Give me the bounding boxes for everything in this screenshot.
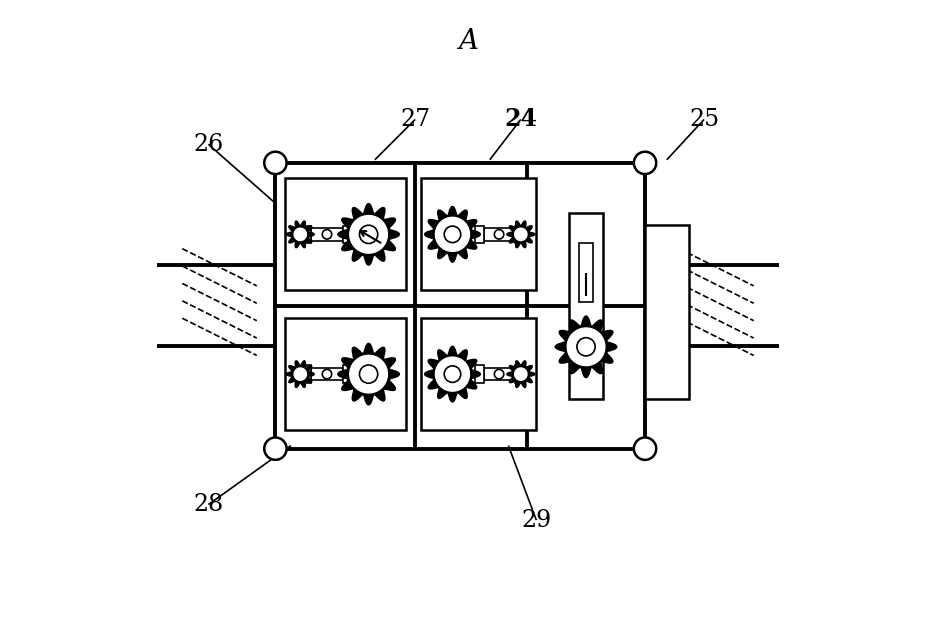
Polygon shape (425, 207, 480, 262)
Text: 24: 24 (505, 107, 537, 132)
Bar (569, 213, 603, 399)
Circle shape (322, 230, 331, 239)
Bar (475, 366, 484, 383)
Circle shape (322, 369, 331, 379)
Polygon shape (506, 361, 534, 388)
Text: 26: 26 (193, 133, 224, 156)
Polygon shape (338, 343, 400, 405)
Bar (645, 225, 689, 399)
Polygon shape (435, 217, 470, 251)
Circle shape (359, 365, 378, 383)
Polygon shape (425, 346, 480, 402)
Bar (312, 368, 343, 381)
Circle shape (445, 366, 461, 383)
Bar (578, 243, 593, 302)
Polygon shape (515, 368, 527, 380)
Polygon shape (567, 328, 605, 366)
Polygon shape (515, 228, 527, 240)
Bar (285, 178, 406, 290)
Bar (484, 228, 515, 241)
Circle shape (634, 437, 656, 460)
Polygon shape (555, 316, 617, 378)
Polygon shape (350, 215, 388, 253)
Text: 28: 28 (193, 493, 224, 516)
Polygon shape (338, 203, 400, 265)
Polygon shape (294, 368, 306, 380)
Circle shape (264, 437, 286, 460)
Polygon shape (435, 357, 470, 391)
Bar (343, 366, 351, 383)
Polygon shape (350, 355, 388, 393)
Bar (302, 366, 312, 383)
Polygon shape (506, 221, 534, 248)
Bar (302, 226, 312, 243)
Circle shape (494, 369, 504, 379)
Bar (475, 226, 484, 243)
Bar (515, 366, 523, 383)
Bar (421, 178, 536, 290)
Bar (275, 163, 645, 449)
Circle shape (445, 226, 461, 243)
Circle shape (494, 230, 504, 239)
Bar (312, 228, 343, 241)
Text: A: A (458, 28, 478, 56)
Circle shape (634, 152, 656, 174)
Circle shape (264, 152, 286, 174)
Bar (421, 318, 536, 430)
Text: 29: 29 (521, 509, 551, 532)
Polygon shape (294, 228, 306, 240)
Circle shape (359, 225, 378, 243)
Polygon shape (286, 361, 314, 388)
Text: 27: 27 (400, 108, 431, 131)
Text: 25: 25 (689, 108, 719, 131)
Polygon shape (286, 221, 314, 248)
Bar (285, 318, 406, 430)
Bar (515, 226, 523, 243)
Bar (484, 368, 515, 381)
Circle shape (577, 338, 595, 356)
Bar (343, 226, 351, 243)
